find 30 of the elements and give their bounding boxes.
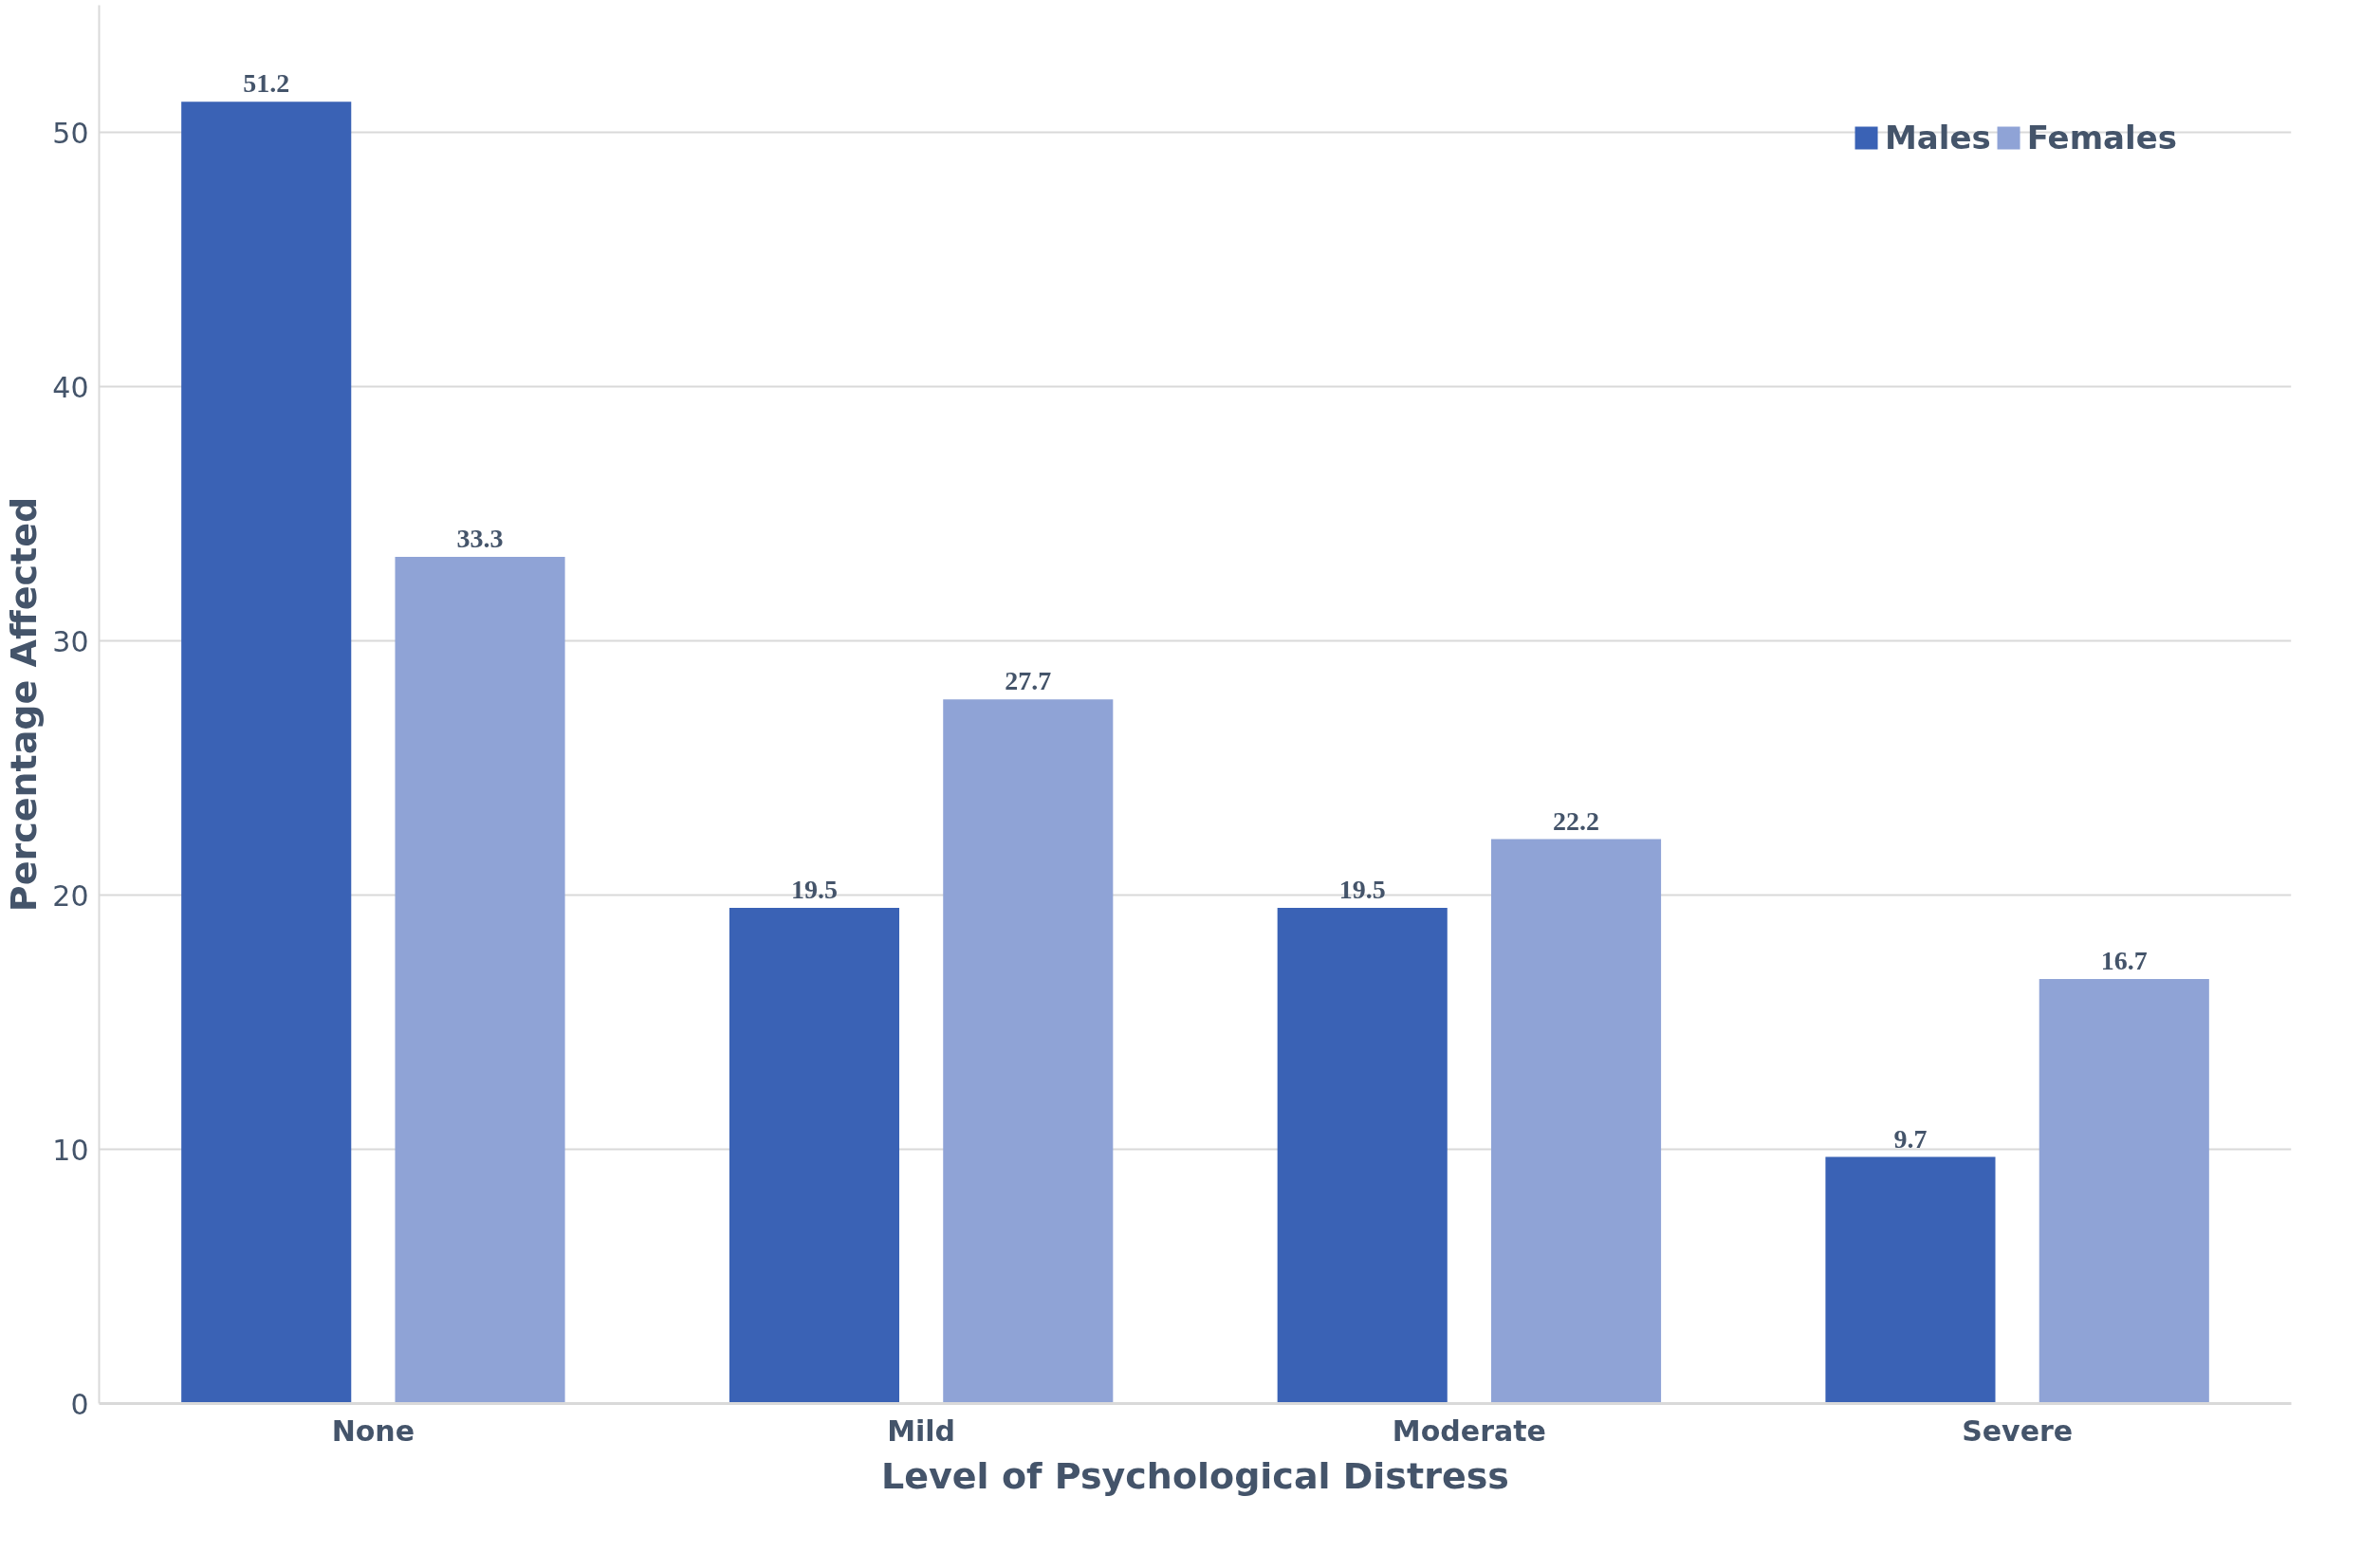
y-tick-label: 30 bbox=[52, 624, 89, 658]
x-axis-title: Level of Psychological Distress bbox=[881, 1454, 1509, 1497]
data-label: 27.7 bbox=[1005, 666, 1052, 696]
data-label: 19.5 bbox=[1338, 874, 1386, 904]
y-tick-label: 50 bbox=[52, 116, 89, 150]
x-tick-label: Mild bbox=[887, 1413, 956, 1448]
y-tick-label: 40 bbox=[52, 370, 89, 404]
legend-label: Females bbox=[2026, 119, 2177, 157]
bar bbox=[729, 907, 900, 1404]
x-tick-label: Moderate bbox=[1392, 1413, 1546, 1448]
bar bbox=[943, 699, 1114, 1404]
data-label: 51.2 bbox=[243, 68, 290, 99]
bar bbox=[395, 557, 565, 1404]
y-tick-label: 0 bbox=[70, 1387, 89, 1421]
data-label: 9.7 bbox=[1893, 1123, 1928, 1154]
x-tick-label: Severe bbox=[1962, 1413, 2074, 1448]
bar bbox=[1490, 839, 1662, 1404]
bar bbox=[1825, 1156, 1996, 1404]
bar bbox=[181, 102, 352, 1404]
bar bbox=[2039, 978, 2209, 1404]
data-label: 33.3 bbox=[456, 524, 504, 554]
y-tick-label: 20 bbox=[52, 878, 89, 913]
bar bbox=[1277, 907, 1448, 1404]
y-tick-label: 10 bbox=[52, 1133, 89, 1167]
data-label: 22.2 bbox=[1553, 805, 1600, 836]
data-label: 16.7 bbox=[2100, 945, 2148, 975]
legend-label: Males bbox=[1885, 119, 1991, 157]
data-label: 19.5 bbox=[790, 874, 838, 904]
x-tick-label: None bbox=[331, 1413, 415, 1448]
y-axis-title: Percentage Affected bbox=[3, 496, 46, 913]
